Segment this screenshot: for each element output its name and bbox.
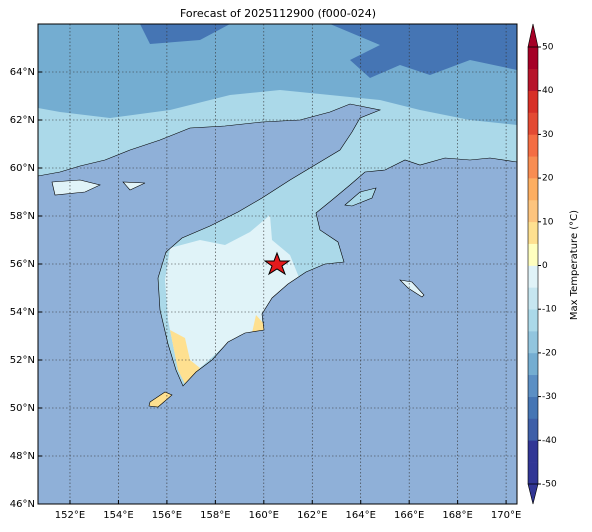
colorbar-band xyxy=(528,440,538,463)
y-tick-label: 60°N xyxy=(10,163,35,174)
island xyxy=(51,179,146,196)
colorbar-band xyxy=(528,309,538,332)
island xyxy=(399,279,425,298)
colorbar-band xyxy=(528,156,538,179)
y-tick-label: 56°N xyxy=(10,259,35,270)
colorbar-band xyxy=(528,68,538,91)
colorbar-band xyxy=(528,199,538,223)
colorbar-band xyxy=(528,352,538,376)
colorbar-band xyxy=(528,112,538,135)
colorbar-band xyxy=(528,331,538,354)
y-tick-label: 64°N xyxy=(10,67,35,78)
temp-zone xyxy=(170,315,265,384)
y-tick-label: 46°N xyxy=(10,499,35,510)
temp-zone xyxy=(165,215,300,380)
colorbar-band xyxy=(528,462,538,485)
colorbar-tick-label: -20 xyxy=(542,348,557,358)
y-tick-label: 58°N xyxy=(10,211,35,222)
grid xyxy=(38,24,517,504)
colorbar-tick-label: 30 xyxy=(542,130,554,140)
colorbar-extend xyxy=(527,483,539,505)
colorbar-band xyxy=(528,90,538,113)
map-title: Forecast of 2025112900 (f000-024) xyxy=(180,7,376,20)
colorbar-band xyxy=(528,396,538,419)
colorbar-band xyxy=(528,265,538,288)
colorbar-tick-label: -40 xyxy=(542,436,557,446)
colorbar-band xyxy=(528,374,538,397)
x-tick-label: 160°E xyxy=(249,510,279,521)
colorbar-tick-label: -30 xyxy=(542,392,557,402)
x-tick-label: 168°E xyxy=(442,510,472,521)
y-tick-label: 52°N xyxy=(10,355,35,366)
colorbar: -50 -40 -30 -20 -10 0 10 20 30 40 50 xyxy=(527,23,557,505)
location-star xyxy=(263,251,291,276)
y-tick-label: 50°N xyxy=(10,403,35,414)
colorbar-band xyxy=(528,418,538,441)
colorbar-band xyxy=(528,134,538,157)
x-tick-label: 152°E xyxy=(55,510,85,521)
x-tick-label: 170°E xyxy=(491,510,521,521)
x-tick-label: 164°E xyxy=(346,510,376,521)
x-tick-label: 156°E xyxy=(152,510,182,521)
colorbar-band xyxy=(528,287,538,310)
x-tick-label: 166°E xyxy=(394,510,424,521)
x-tick-label: 158°E xyxy=(200,510,230,521)
temp-zone xyxy=(140,24,517,78)
colorbar-tick-label: 10 xyxy=(542,217,554,227)
y-tick-label: 48°N xyxy=(10,451,35,462)
colorbar-extend xyxy=(527,23,539,48)
colorbar-tick-label: 0 xyxy=(542,261,548,271)
colorbar-band xyxy=(528,221,538,244)
colorbar-band xyxy=(528,47,538,70)
colorbar-band xyxy=(528,178,538,201)
y-tick-label: 54°N xyxy=(10,307,35,318)
colorbar-tick-label: 40 xyxy=(542,86,554,96)
colorbar-tick-label: 50 xyxy=(542,43,554,53)
colorbar-label: Max Temperature (°C) xyxy=(569,210,580,320)
colorbar-band xyxy=(528,243,538,266)
island xyxy=(148,391,173,408)
colorbar-tick-label: 20 xyxy=(542,174,554,184)
map xyxy=(38,24,517,504)
colorbar-tick-label: -10 xyxy=(542,305,557,315)
x-tick-label: 162°E xyxy=(297,510,327,521)
colorbar-tick-label: -50 xyxy=(542,480,557,490)
x-tick-label: 154°E xyxy=(103,510,133,521)
y-tick-label: 62°N xyxy=(10,115,35,126)
